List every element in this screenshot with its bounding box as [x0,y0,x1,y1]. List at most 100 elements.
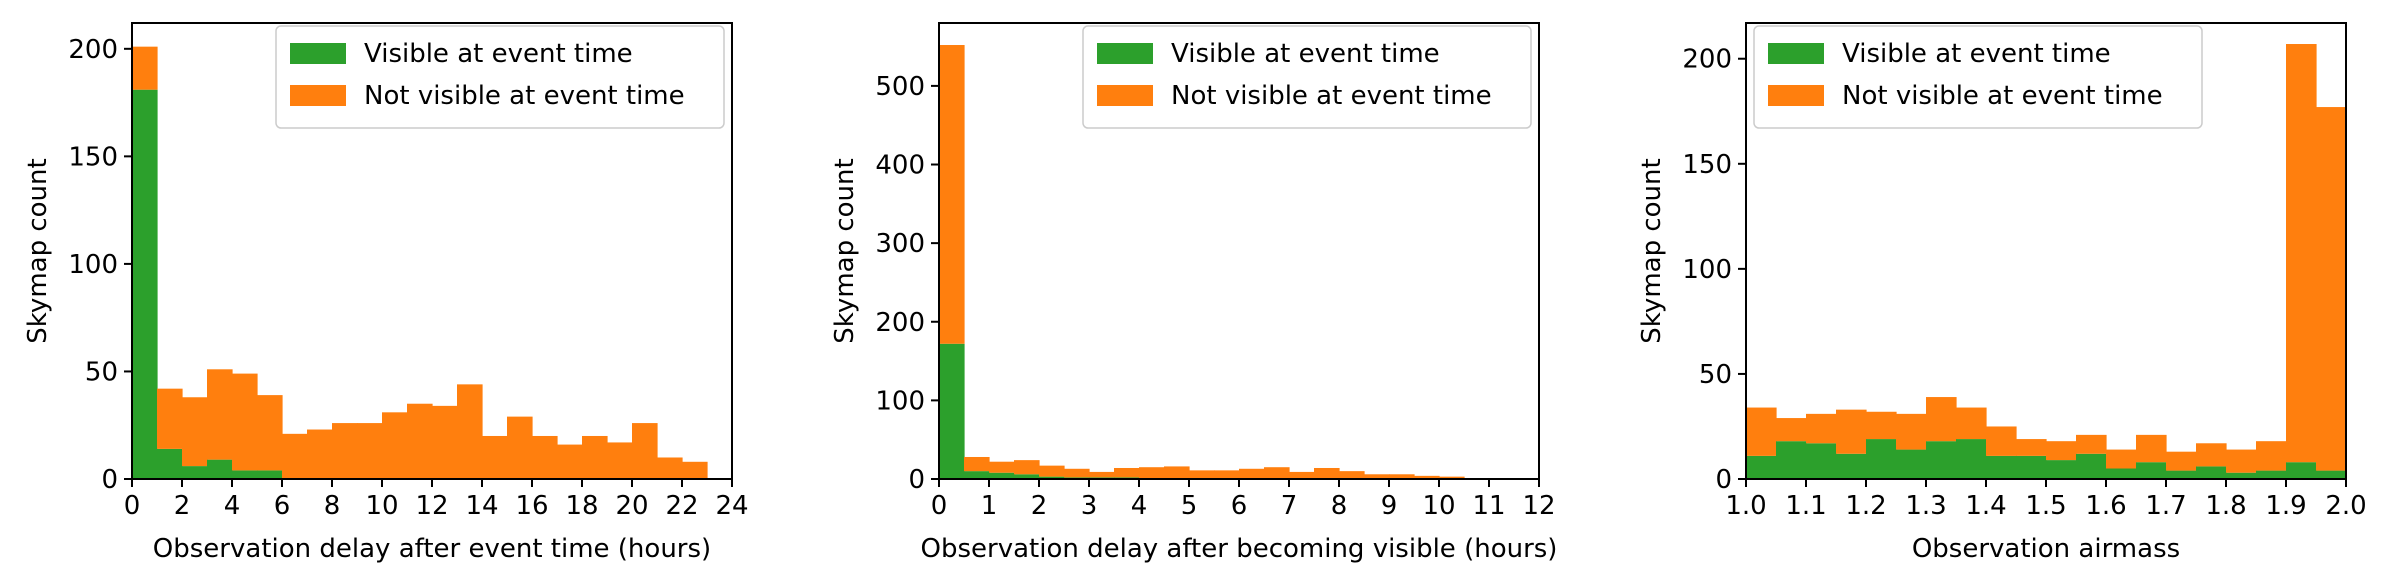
x-tick-label: 0 [124,491,141,521]
bar-visible [1806,443,1837,479]
y-tick-label: 300 [875,229,925,259]
legend-box [275,25,725,129]
y-tick-label: 200 [1682,45,1732,75]
bar-visible [1956,439,1987,479]
bar-not-visible [2016,439,2047,456]
x-tick-label: 1.8 [2205,491,2246,521]
bar-not-visible [1214,470,1240,479]
bar-not-visible [964,456,990,472]
bar-visible [257,470,283,479]
x-tick-label: 1.6 [2085,491,2126,521]
bar-not-visible [1956,407,1987,440]
bar-visible [2136,462,2167,479]
x-tick-label: 1.7 [2145,491,2186,521]
x-tick-label: 1.1 [1785,491,1826,521]
bar-not-visible [2136,434,2167,463]
x-tick-label: 7 [1281,491,1298,521]
bar-visible [1896,449,1927,479]
legend-box [1082,25,1532,129]
bar-not-visible [1776,418,1807,442]
legend-label: Visible at event time [364,39,633,69]
x-axis-label: Observation delay after becoming visible… [921,534,1558,564]
x-axis-label: Observation delay after event time (hour… [153,534,711,564]
bar-not-visible [582,435,608,479]
x-tick-label: 0 [931,491,948,521]
y-tick-label: 0 [1715,465,1732,495]
x-tick-label: 4 [224,491,241,521]
bar-visible [2046,460,2077,479]
legend-swatch [1768,85,1824,106]
bar-not-visible [307,429,333,479]
bar-not-visible [257,395,283,471]
bar-visible [2016,455,2047,479]
bar-visible [2106,468,2137,479]
x-tick-label: 8 [1331,491,1348,521]
bar-visible [1039,476,1065,479]
bar-not-visible [2106,449,2137,469]
x-tick-label: 18 [565,491,598,521]
legend: Visible at event time Not visible at even… [1753,25,2203,129]
y-tick-label: 50 [1699,360,1732,390]
x-tick-label: 1.3 [1905,491,1946,521]
y-tick-label: 100 [68,250,118,280]
bar-not-visible [1139,467,1165,479]
y-tick-label: 400 [875,151,925,181]
y-tick-label: 500 [875,72,925,102]
bar-visible [2256,470,2287,479]
y-tick-label: 200 [875,308,925,338]
x-tick-label: 14 [465,491,498,521]
chart-panel-1: 0 2 4 6 8 10 12 14 16 18 20 22 24050100150200Observa… [23,22,749,564]
x-tick-label: 12 [415,491,448,521]
bar-not-visible [2226,449,2257,473]
x-tick-label: 22 [665,491,698,521]
y-axis-label: Skymap count [1637,158,1667,343]
x-tick-label: 1 [981,491,998,521]
bar-not-visible [482,435,508,479]
bar-not-visible [282,433,308,479]
x-axis-label: Observation airmass [1912,534,2180,564]
bar-not-visible [1836,409,1867,454]
x-tick-label: 16 [515,491,548,521]
y-tick-label: 150 [1682,150,1732,180]
x-tick-label: 1.4 [1965,491,2006,521]
bar-not-visible [1414,475,1440,479]
bar-not-visible [182,397,208,467]
bar-not-visible [157,388,183,449]
legend: Visible at event time Not visible at even… [1082,25,1532,129]
legend-label: Not visible at event time [364,81,685,111]
x-tick-label: 1.0 [1725,491,1766,521]
bar-visible [2196,466,2227,479]
bar-not-visible [132,46,158,90]
legend-swatch [1097,85,1153,106]
bar-visible [232,470,258,479]
x-tick-label: 1.5 [2025,491,2066,521]
bar-visible [939,343,965,479]
bar-not-visible [1986,426,2017,456]
x-tick-label: 10 [1422,491,1455,521]
legend: Visible at event time Not visible at even… [275,25,725,129]
y-tick-label: 0 [101,465,118,495]
bar-not-visible [1189,470,1215,479]
legend-swatch [290,43,346,64]
y-axis-label: Skymap count [23,158,53,343]
bar-not-visible [557,444,583,479]
bar-visible [207,459,233,479]
bar-not-visible [1339,471,1365,479]
bar-visible [2166,470,2197,479]
bar-not-visible [1289,471,1315,479]
bar-visible [1746,455,1777,479]
y-tick-label: 0 [908,465,925,495]
x-tick-label: 5 [1181,491,1198,521]
legend-swatch [290,85,346,106]
bar-not-visible [607,442,633,479]
x-tick-label: 1.9 [2265,491,2306,521]
bar-not-visible [432,405,458,479]
bar-not-visible [632,423,658,479]
bar-not-visible [989,461,1015,473]
x-tick-label: 3 [1081,491,1098,521]
bar-not-visible [2076,434,2107,454]
bar-not-visible [1389,474,1415,479]
bar-not-visible [657,457,683,479]
